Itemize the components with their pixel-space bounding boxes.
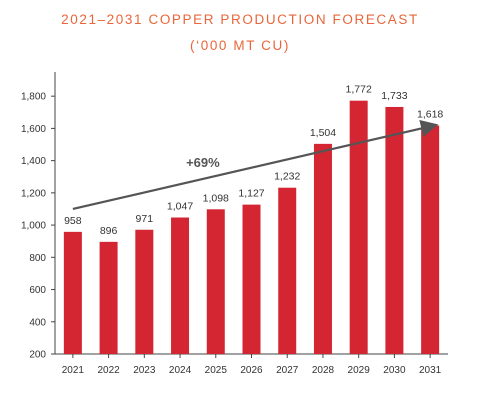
value-label: 1,772 [346,84,372,96]
x-tick-label: 2021 [62,365,85,376]
x-tick-label: 2024 [169,365,192,376]
y-tick-label: 600 [29,285,46,296]
x-tick-label: 2030 [383,365,406,376]
x-tick-label: 2027 [276,365,299,376]
value-label: 896 [100,225,118,237]
trend-arrow [72,119,439,211]
growth-annotation: +69% [186,155,220,170]
y-tick-label: 1,800 [21,92,46,103]
x-tick-label: 2026 [240,365,263,376]
bar [313,143,332,354]
bar [206,209,225,354]
y-tick-label: 200 [29,350,46,361]
value-label: 1,733 [381,90,407,102]
x-tick-label: 2028 [312,365,335,376]
y-tick-label: 1,200 [21,188,46,199]
bar [135,229,154,354]
value-label: 1,504 [310,127,336,139]
value-label: 1,127 [238,188,264,200]
x-tick-label: 2029 [348,365,371,376]
value-label: 971 [136,213,154,225]
bar [63,231,82,354]
bar [385,106,404,354]
y-tick-label: 1,600 [21,124,46,135]
x-tick-label: 2025 [205,365,228,376]
bar [171,217,190,354]
x-tick-label: 2031 [419,365,442,376]
value-label: 1,618 [417,108,443,120]
value-label: 1,047 [167,201,193,213]
x-tick-label: 2023 [133,365,156,376]
y-tick-label: 1,000 [21,221,46,232]
value-label: 1,232 [274,171,300,183]
bar [99,241,118,354]
y-tick-label: 800 [29,253,46,264]
chart-title: 2021–2031 COPPER PRODUCTION FORECAST [61,12,419,27]
chart-subtitle: (‘000 MT CU) [190,38,290,53]
value-label: 958 [64,215,82,227]
y-tick-label: 400 [29,317,46,328]
bar [242,204,261,354]
bar [278,187,297,354]
y-tick-label: 1,400 [21,156,46,167]
value-label: 1,098 [203,192,229,204]
bar [421,125,440,355]
bar [349,100,368,354]
x-tick-label: 2022 [97,365,120,376]
